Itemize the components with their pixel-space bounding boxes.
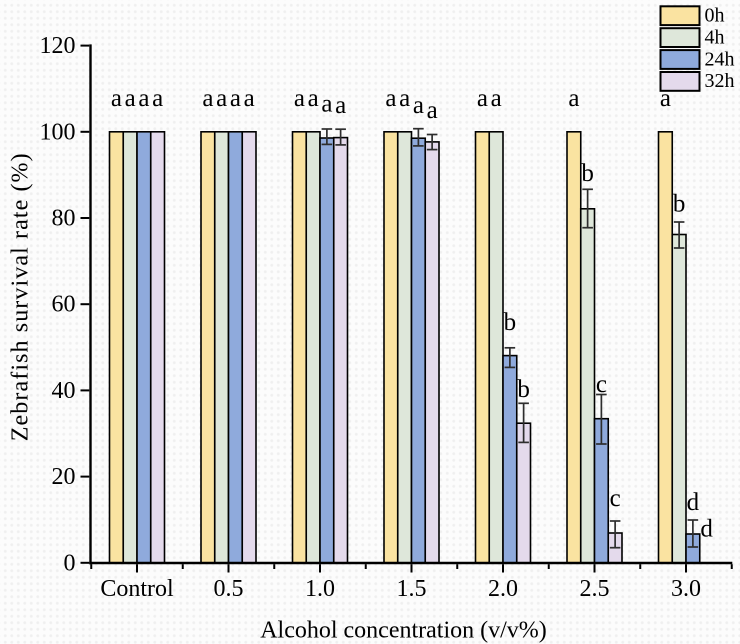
- svg-text:c: c: [596, 371, 607, 398]
- svg-text:24h: 24h: [705, 48, 735, 70]
- svg-text:a: a: [399, 85, 410, 112]
- svg-text:a: a: [413, 92, 424, 119]
- svg-text:a: a: [230, 85, 241, 112]
- svg-text:0: 0: [64, 550, 76, 576]
- svg-text:2.0: 2.0: [488, 576, 518, 602]
- svg-text:a: a: [294, 85, 305, 112]
- svg-text:4h: 4h: [705, 26, 725, 48]
- svg-text:a: a: [138, 85, 149, 112]
- svg-text:d: d: [687, 489, 700, 516]
- svg-text:a: a: [244, 85, 255, 112]
- svg-text:Control: Control: [100, 576, 174, 602]
- svg-text:a: a: [216, 85, 227, 112]
- svg-text:b: b: [673, 191, 686, 218]
- svg-text:a: a: [477, 85, 488, 112]
- svg-text:b: b: [581, 160, 594, 187]
- svg-text:a: a: [568, 85, 579, 112]
- svg-text:a: a: [335, 92, 346, 119]
- svg-text:Alcohol concentration (v/v%): Alcohol concentration (v/v%): [260, 618, 547, 644]
- svg-text:120: 120: [40, 33, 76, 59]
- svg-text:100: 100: [40, 119, 76, 145]
- svg-text:a: a: [385, 85, 396, 112]
- svg-text:a: a: [202, 85, 213, 112]
- svg-text:b: b: [504, 309, 517, 336]
- svg-text:0.5: 0.5: [214, 576, 244, 602]
- svg-text:a: a: [152, 85, 163, 112]
- svg-text:0h: 0h: [705, 5, 725, 27]
- svg-text:20: 20: [52, 464, 76, 490]
- svg-text:a: a: [491, 85, 502, 112]
- svg-text:a: a: [660, 85, 671, 112]
- svg-text:60: 60: [52, 292, 76, 318]
- svg-text:a: a: [427, 97, 438, 124]
- svg-text:80: 80: [52, 206, 76, 232]
- svg-text:b: b: [517, 376, 530, 403]
- svg-text:1.5: 1.5: [397, 576, 427, 602]
- svg-text:40: 40: [52, 378, 76, 404]
- svg-text:d: d: [700, 516, 713, 543]
- svg-text:a: a: [111, 85, 122, 112]
- svg-text:a: a: [321, 91, 332, 118]
- svg-text:1.0: 1.0: [305, 576, 335, 602]
- svg-text:a: a: [125, 85, 136, 112]
- svg-text:3.0: 3.0: [671, 576, 701, 602]
- svg-text:c: c: [610, 485, 621, 512]
- svg-text:2.5: 2.5: [580, 576, 610, 602]
- svg-text:32h: 32h: [705, 70, 735, 92]
- svg-text:Zebrafish survival rate (%): Zebrafish survival rate (%): [8, 152, 34, 441]
- svg-text:a: a: [308, 85, 319, 112]
